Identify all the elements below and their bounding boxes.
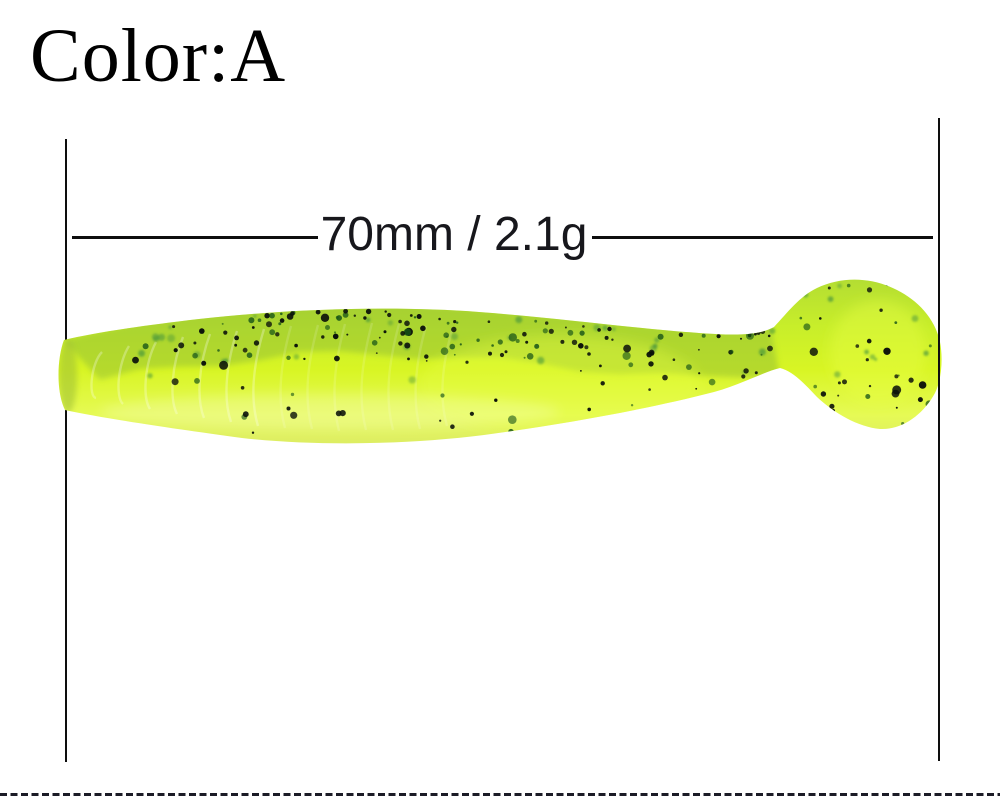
lure-nose-shading [59, 339, 77, 413]
lure-surface-detail [59, 282, 936, 440]
left-extent-line [65, 139, 67, 762]
lure-rib-lines [90, 322, 455, 432]
right-extent-line [938, 118, 940, 761]
dimension-line-left [72, 236, 318, 239]
lure-belly-sheen [100, 394, 560, 430]
color-option-label: Color:A [30, 14, 287, 98]
lure-speckles-soft [138, 283, 929, 394]
dimension-line-right [592, 236, 933, 239]
dashed-divider [0, 793, 1000, 796]
dimension-label: 70mm / 2.1g [320, 208, 588, 261]
lure-tail-glow [830, 300, 926, 404]
lure-speckles [132, 282, 936, 440]
